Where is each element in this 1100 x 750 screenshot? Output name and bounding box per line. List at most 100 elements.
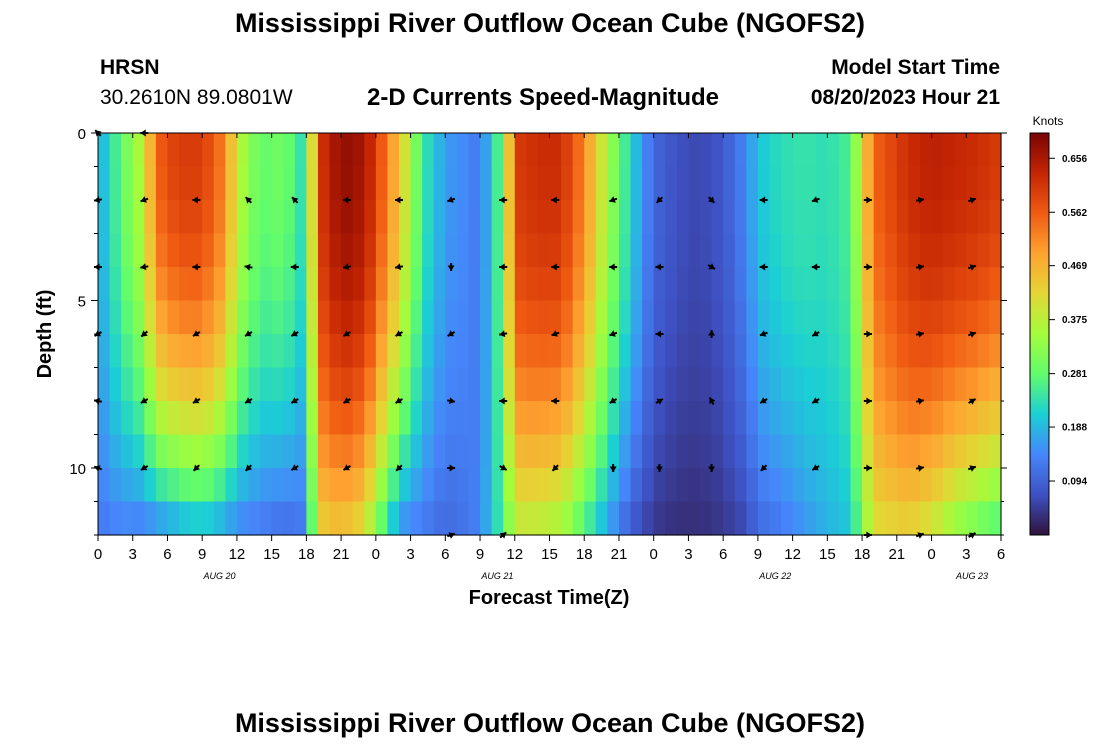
- y-axis-ticks: 0 5 10: [69, 126, 1007, 536]
- heatmap-cell: [329, 300, 342, 335]
- heatmap-cell: [306, 300, 319, 335]
- heatmap-cell: [607, 334, 620, 369]
- heatmap-cell: [815, 501, 828, 536]
- heatmap-cell: [456, 401, 470, 436]
- heatmap-cell: [746, 401, 759, 436]
- heatmap-cell: [179, 401, 192, 436]
- heatmap-cell: [202, 200, 215, 235]
- heatmap-cell: [838, 300, 852, 335]
- heatmap-cell: [919, 233, 933, 268]
- heatmap-cell: [375, 233, 389, 268]
- current-vector-arrow: [708, 330, 716, 338]
- heatmap-cell: [491, 166, 504, 201]
- heatmap-cell: [410, 434, 423, 469]
- heatmap-cell: [896, 166, 909, 201]
- heatmap-cell: [213, 300, 226, 335]
- heatmap-cell: [862, 367, 875, 402]
- heatmap-cell: [491, 401, 504, 436]
- heatmap-cell: [144, 334, 157, 369]
- heatmap-cell: [931, 434, 944, 469]
- heatmap-cell: [642, 233, 655, 268]
- heatmap-cell: [341, 501, 354, 536]
- heatmap-cell: [862, 166, 875, 201]
- heatmap-cell: [954, 300, 967, 335]
- heatmap-cell: [213, 468, 226, 503]
- heatmap-cell: [514, 501, 527, 536]
- heatmap-cell: [885, 501, 898, 536]
- heatmap-cell: [908, 501, 921, 536]
- heatmap-cell: [399, 468, 412, 503]
- heatmap-cell: [306, 200, 319, 235]
- heatmap-cell: [838, 401, 852, 436]
- heatmap-cell: [966, 468, 979, 503]
- heatmap-cell: [653, 133, 666, 168]
- heatmap-cell: [838, 367, 852, 402]
- heatmap-cell: [873, 166, 886, 201]
- heatmap-cell: [561, 200, 574, 235]
- heatmap-cell: [433, 434, 446, 469]
- heatmap-cell: [468, 233, 481, 268]
- heatmap-cell: [236, 501, 250, 536]
- heatmap-cell: [480, 401, 493, 436]
- heatmap-cell: [213, 233, 226, 268]
- heatmap-cell: [456, 501, 470, 536]
- heatmap-cell: [109, 468, 122, 503]
- heatmap-cell: [931, 401, 944, 436]
- heatmap-cell: [537, 434, 551, 469]
- heatmap-cell: [723, 434, 736, 469]
- heatmap-cell: [711, 468, 724, 503]
- heatmap-cell: [306, 267, 319, 302]
- heatmap-cell: [873, 434, 886, 469]
- heatmap-cell: [896, 334, 909, 369]
- heatmap-cell: [561, 501, 574, 536]
- heatmap-cell: [375, 300, 389, 335]
- x-tick-label: 9: [754, 546, 762, 563]
- heatmap-cell: [341, 401, 354, 436]
- heatmap-cell: [375, 468, 389, 503]
- current-vector-arrow: [342, 196, 351, 204]
- heatmap-cell: [873, 501, 886, 536]
- heatmap-cell: [792, 468, 805, 503]
- heatmap-cell: [98, 233, 111, 268]
- heatmap-cell: [514, 166, 527, 201]
- heatmap-cell: [827, 334, 840, 369]
- heatmap-cell: [653, 401, 666, 436]
- heatmap-cell: [306, 166, 319, 201]
- heatmap-cell: [514, 401, 527, 436]
- heatmap-cell: [480, 468, 493, 503]
- heatmap-cell: [317, 300, 331, 335]
- heatmap-cell: [399, 267, 412, 302]
- heatmap-cell: [653, 434, 666, 469]
- heatmap-cell: [815, 133, 828, 168]
- current-vector-arrow: [499, 397, 508, 405]
- heatmap-cell: [572, 233, 585, 268]
- heatmap-cell: [630, 501, 643, 536]
- heatmap-cell: [283, 468, 296, 503]
- heatmap-cell: [781, 267, 794, 302]
- heatmap-cell: [769, 300, 782, 335]
- heatmap-cell: [665, 367, 678, 402]
- heatmap-cell: [966, 434, 979, 469]
- heatmap-cell: [317, 200, 331, 235]
- heatmap-cell: [919, 468, 933, 503]
- x-tick-label: 3: [684, 546, 692, 563]
- heatmap-cell: [352, 267, 365, 302]
- heatmap-cell: [236, 166, 250, 201]
- heatmap-cell: [676, 434, 690, 469]
- heatmap-cell: [202, 233, 215, 268]
- heatmap-cell: [329, 367, 342, 402]
- heatmap-cell: [306, 468, 319, 503]
- heatmap-cell: [919, 334, 933, 369]
- heatmap-cell: [167, 133, 180, 168]
- heatmap-cell: [769, 133, 782, 168]
- heatmap-cell: [109, 133, 122, 168]
- heatmap-cell: [144, 133, 157, 168]
- heatmap-cell: [966, 401, 979, 436]
- heatmap-cell: [283, 200, 296, 235]
- heatmap-cell: [341, 468, 354, 503]
- heatmap-cell: [618, 334, 632, 369]
- heatmap-cell: [827, 434, 840, 469]
- heatmap-cell: [931, 501, 944, 536]
- colorbar-tick-label: 0.656: [1062, 154, 1087, 165]
- current-vector-arrow: [447, 330, 456, 337]
